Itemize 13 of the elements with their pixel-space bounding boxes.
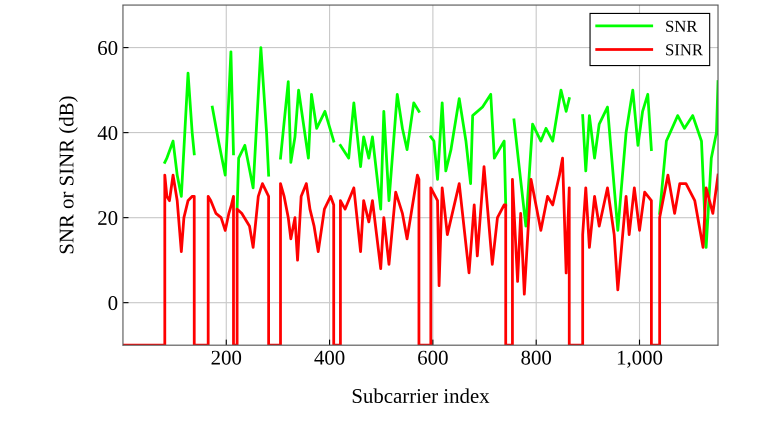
x-tick-label: 600 [418,350,448,365]
y-tick-label: 60 [98,40,118,56]
y-tick-label: 20 [98,211,118,226]
x-tick-label: 1,000 [618,350,662,368]
legend-label: SINR [666,44,703,56]
y-tick-label: 40 [98,126,118,140]
x-tick-label: 200 [212,350,242,365]
x-tick-label: 400 [314,350,344,365]
legend-label: SNR [666,20,698,32]
y-tick-label: 0 [108,296,118,310]
x-tick-label: 800 [521,350,552,365]
x-axis-title: Subcarrier index [352,388,490,404]
y-axis-title: SNR or SINR (dB) [58,96,78,254]
